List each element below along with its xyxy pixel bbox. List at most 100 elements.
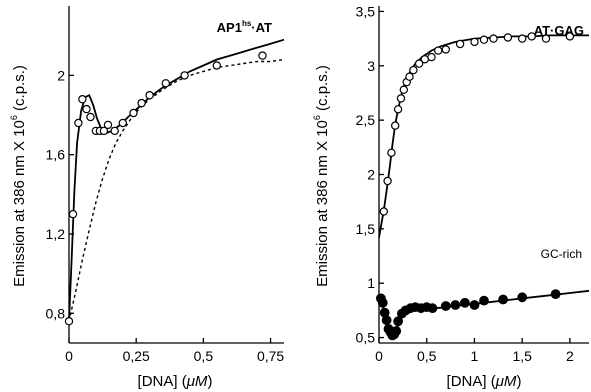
- right-x-label-post: ): [516, 373, 521, 390]
- right-open-circle-point: [518, 34, 527, 43]
- right-open-circle-point: [399, 85, 408, 94]
- right-open-circle-point: [391, 121, 400, 130]
- right-y-tick-label: 2,5: [356, 112, 376, 128]
- right-y-label-unit: (c.p.s.): [314, 65, 331, 115]
- right-x-label-unit: μM: [495, 373, 517, 390]
- left-open-circle-point: [103, 120, 113, 130]
- left-y-label-main: Emission at 386 nm X 10: [11, 120, 28, 287]
- right-y-ticks: 0,5 1 1,5 2 2,5 3 3,5: [356, 3, 384, 346]
- right-filled-circle-point: [393, 316, 404, 327]
- right-y-tick-label: 1,5: [356, 221, 376, 237]
- right-filled-circle-point: [550, 289, 561, 300]
- right-open-circle-point: [414, 59, 424, 68]
- right-x-tick-label: 1,5: [512, 348, 532, 364]
- right-filled-circle-point: [479, 295, 489, 306]
- left-open-circle-point: [86, 112, 95, 122]
- right-filled-circle-point: [391, 326, 402, 336]
- right-open-circle-point: [503, 33, 513, 42]
- right-plot-area: [376, 32, 590, 341]
- left-open-circle-point: [82, 104, 91, 114]
- left-open-circle-point: [137, 98, 146, 108]
- right-x-tick-label: 1: [471, 348, 479, 364]
- left-y-ticks: 0,8 1,2 1,6 2: [46, 67, 74, 321]
- right-open-circle-point: [479, 35, 489, 44]
- left-open-circle-point: [78, 94, 87, 104]
- left-x-tick-label: 0: [65, 348, 73, 364]
- right-open-circle-point: [427, 52, 436, 62]
- right-open-circle-point: [489, 34, 498, 43]
- left-open-circle-point: [110, 126, 119, 136]
- right-y-tick-label: 3,5: [356, 3, 376, 19]
- right-filled-circle-point: [498, 294, 509, 305]
- left-open-circle-point: [64, 317, 74, 326]
- left-x-label-unit: μM: [186, 373, 208, 390]
- left-x-axis-label: [DNA] (μM): [138, 373, 213, 390]
- right-x-tick-label: 0: [375, 348, 383, 364]
- right-open-circle-point: [434, 46, 443, 55]
- right-panel: 0,5 1 1,5 2 2,5 3 3,5 0 0,5 1 1,5 2 AT·GAG GC-rich…: [312, 3, 590, 390]
- left-x-tick-label: 0,25: [123, 348, 150, 364]
- right-open-circle-point: [455, 39, 465, 49]
- right-open-circle-point: [441, 45, 450, 54]
- right-filled-circle-point: [381, 315, 392, 326]
- right-x-label-pre: [DNA] (: [447, 373, 496, 390]
- right-filled-circle-point: [377, 297, 388, 308]
- left-title-main: AP1: [217, 20, 242, 35]
- right-filled-circle-point: [427, 303, 438, 314]
- left-open-circle-point: [212, 61, 221, 70]
- right-filled-circle-point: [440, 301, 451, 311]
- right-y-tick-label: 3: [367, 58, 375, 74]
- left-open-circle-point: [99, 126, 109, 136]
- right-filled-circle-point: [460, 297, 470, 308]
- right-open-circle-point: [409, 65, 418, 75]
- right-filled-circle-point: [450, 300, 461, 310]
- right-y-label-main: Emission at 386 nm X 10: [314, 120, 331, 287]
- right-open-circle-point: [541, 34, 551, 43]
- right-open-circle-point: [387, 148, 396, 157]
- right-y-label-exponent: 6: [312, 115, 322, 120]
- right-y-tick-label: 1: [367, 275, 375, 291]
- left-x-label-post: ): [207, 373, 212, 390]
- left-open-circle-point: [180, 71, 189, 80]
- left-x-ticks: 0 0,25 0,5 0,75: [65, 338, 284, 364]
- right-x-tick-label: 2: [566, 348, 574, 364]
- right-open-circle-point: [527, 32, 536, 41]
- left-plot-area: [64, 38, 285, 326]
- left-y-tick-label: 1,2: [46, 226, 66, 242]
- left-y-tick-label: 2: [57, 67, 65, 83]
- right-open-circle-point: [396, 94, 406, 103]
- left-open-circle-point: [258, 51, 267, 60]
- left-open-circle-point: [118, 118, 128, 128]
- right-solid-fit-line: [378, 34, 589, 238]
- left-open-circle-point: [74, 118, 83, 128]
- left-dashed-fit-line: [68, 58, 285, 322]
- left-panel: 0,8 1,2 1,6 2 0 0,25 0,5 0,75 AP1hs·AT [DNA] (…: [9, 6, 284, 390]
- left-open-circle-point: [161, 79, 170, 88]
- right-x-axis-label: [DNA] (μM): [447, 373, 522, 390]
- right-open-circle-point: [379, 207, 388, 216]
- right-y-tick-label: 0,5: [356, 330, 376, 346]
- right-open-circle-point: [383, 176, 392, 186]
- right-filled-circle-point: [517, 292, 528, 303]
- left-y-label-exponent: 6: [9, 115, 19, 120]
- right-open-circle-point: [393, 105, 403, 114]
- left-title-dot: ·: [251, 20, 255, 35]
- left-title: AP1hs·AT: [217, 19, 272, 35]
- left-y-axis-label: Emission at 386 nm X 106 (c.p.s.): [9, 65, 28, 287]
- left-x-label-pre: [DNA] (: [138, 373, 187, 390]
- right-x-ticks: 0 0,5 1 1,5 2: [375, 338, 574, 364]
- right-y-tick-label: 2: [367, 167, 375, 183]
- left-x-tick-label: 0,5: [194, 348, 214, 364]
- right-open-circle-point: [565, 32, 575, 41]
- left-open-circle-point: [145, 90, 154, 100]
- left-title-rest: AT: [256, 20, 272, 35]
- left-open-circle-point: [68, 209, 78, 219]
- right-y-axis-label: Emission at 386 nm X 106 (c.p.s.): [312, 65, 331, 287]
- right-filled-circle-point: [469, 300, 480, 310]
- left-y-tick-label: 0,8: [46, 305, 66, 321]
- left-y-label-unit: (c.p.s.): [11, 65, 28, 115]
- left-title-superscript: hs: [242, 19, 252, 28]
- gc-rich-annotation: GC-rich: [541, 247, 582, 261]
- left-x-tick-label: 0,75: [257, 348, 284, 364]
